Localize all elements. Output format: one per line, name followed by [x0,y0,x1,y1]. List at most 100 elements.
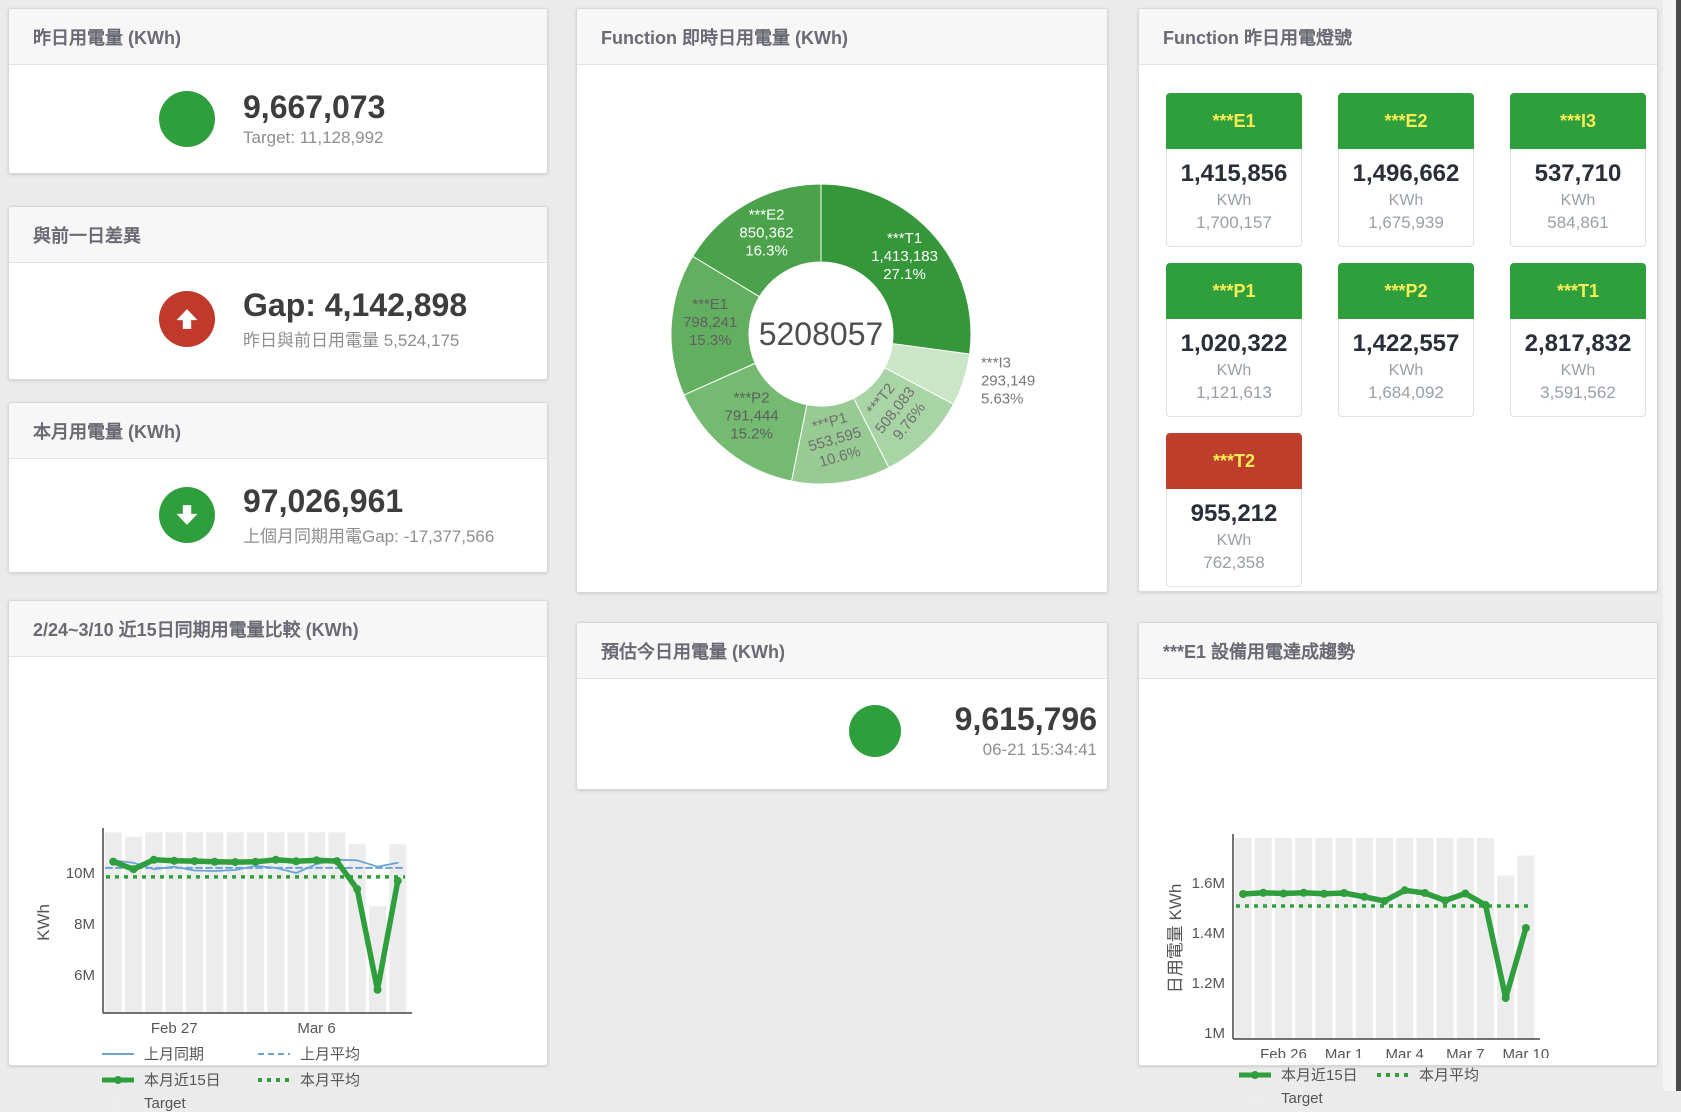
series-point [1239,890,1248,898]
panel-status-lights: Function 昨日用電燈號 ***E1 1,415,856 KWh 1,700,1… [1138,8,1658,592]
target-bar [1315,838,1333,1039]
panel-header-e1-trend[interactable]: ***E1 設備用電達成趨勢 [1139,623,1657,679]
panel-e1-trend: ***E1 設備用電達成趨勢 1M 1.2M 1.4M 1.6M Feb 26 Mar 1… [1138,622,1658,1107]
series-point [1481,901,1490,909]
panel-title: Function 即時日用電量 (KWh) [601,27,848,48]
panel-title: 昨日用電量 (KWh) [33,27,181,48]
target-bar [1436,838,1454,1039]
status-tile-T1: ***T1 2,817,832 KWh 3,591,562 [1510,263,1646,417]
legend-item-last-month-average[interactable]: 上月平均 [257,1043,403,1064]
panel-title: 與前一日差異 [33,225,141,246]
target-bar [1234,838,1252,1039]
series-point [1380,897,1389,905]
legend-label: 本月平均 [300,1072,361,1089]
panel-header-month-usage[interactable]: 本月用電量 (KWh) [9,403,547,459]
donut-slice-E2[interactable] [692,183,822,298]
scrollbar-thumb[interactable] [1676,0,1681,1091]
x-tick-label: Mar 7 [1446,1046,1484,1058]
x-tick-label: Mar 4 [1386,1046,1424,1058]
panel-header-yesterday-usage[interactable]: 昨日用電量 (KWh) [9,9,547,65]
legend-label: 上月同期 [144,1046,205,1063]
status-tile-T2: ***T2 955,212 KWh 762,358 [1166,433,1302,587]
target-bar [308,832,326,1013]
status-tile-E1: ***E1 1,415,856 KWh 1,700,157 [1166,93,1302,247]
x-tick-label: Feb 27 [151,1020,198,1037]
legend-item-this-month-15days[interactable]: 本月近15日 [101,1069,247,1090]
panel-title: 2/24~3/10 近15日同期用電量比較 (KWh) [33,619,359,640]
tile-status-header: ***I3 [1510,93,1646,149]
panel-yesterday-usage: 昨日用電量 (KWh) 9,667,073 Target: 11,128,992 [8,8,548,174]
legend-item-target[interactable]: Target [101,1095,247,1112]
panel-header-status-lights[interactable]: Function 昨日用電燈號 [1139,9,1657,65]
tile-label: ***E2 [1384,110,1428,131]
y-tick-label: 1M [1204,1025,1225,1042]
target-bar [1416,838,1434,1039]
tile-unit: KWh [1560,362,1596,379]
tile-label: ***P2 [1384,280,1428,301]
tile-unit: KWh [1216,532,1252,549]
tile-body: 955,212 KWh 762,358 [1166,489,1302,587]
panel-header-today-estimate[interactable]: 預估今日用電量 (KWh) [577,623,1107,679]
status-tile-grid: ***E1 1,415,856 KWh 1,700,157 ***E2 1,496,662… [1139,65,1657,587]
y-axis-label: KWh [34,904,53,941]
y-tick-label: 1.6M [1192,875,1225,892]
trend-chart[interactable]: 1M 1.2M 1.4M 1.6M Feb 26 Mar 1 Mar 4 Mar 7 Mar 1… [1149,822,1589,1058]
legend-item-target[interactable]: Target [1238,1090,1366,1107]
donut-slice-label: ***T1 1,413,183 27.1% [871,230,938,283]
tile-target-value: 1,675,939 [1368,213,1444,232]
legend-row: 上月同期 上月平均 [101,1043,403,1064]
legend-item-this-month-average[interactable]: 本月平均 [257,1069,403,1090]
panel-day-gap: 與前一日差異 Gap: 4,142,898 昨日與前日用電量 5,524,175 [8,206,548,380]
y-tick-label: 8M [74,916,95,933]
target-bar [125,836,143,1013]
donut-slice-P2[interactable] [683,362,808,482]
donut-slice-T1[interactable] [820,183,972,355]
series-point [1461,889,1470,898]
series-point [1420,889,1429,897]
tile-status-header: ***E2 [1338,93,1474,149]
legend-item-this-month-average[interactable]: 本月平均 [1376,1064,1504,1085]
tile-label: ***I3 [1559,110,1597,131]
arrow-down-icon [159,487,215,543]
y-tick-label: 6M [74,967,95,984]
tile-target-value: 762,358 [1203,553,1265,572]
compare-chart[interactable]: 6M 8M 10M Feb 27 Mar 6 KWh [19,816,449,1038]
tile-target-value: 584,861 [1547,213,1609,232]
tile-status-header: ***T2 [1166,433,1302,489]
status-tile-P2: ***P2 1,422,557 KWh 1,684,092 [1338,263,1474,417]
panel-header-day-gap[interactable]: 與前一日差異 [9,207,547,263]
series-point [1259,888,1268,897]
tile-body: 1,020,322 KWh 1,121,613 [1166,319,1302,417]
series-point [1400,886,1409,895]
target-bar [1456,838,1474,1039]
tile-label: ***T1 [1556,280,1600,301]
donut-slice-E1[interactable] [670,255,761,396]
panel-header-realtime-donut[interactable]: Function 即時日用電量 (KWh) [577,9,1107,65]
panel-15day-compare: 2/24~3/10 近15日同期用電量比較 (KWh) 6M 8M 10M Feb 2… [8,600,548,1112]
series-point [271,855,280,864]
panel-title: 預估今日用電量 (KWh) [601,641,785,662]
target-bar [1396,838,1414,1039]
tile-target-value: 1,684,092 [1368,383,1444,402]
donut-chart[interactable]: ***T1 1,413,183 27.1%***I3 293,149 5.63%***T… [577,64,1109,592]
legend-item-last-month-same-period[interactable]: 上月同期 [101,1043,247,1064]
tile-status-header: ***P1 [1166,263,1302,319]
scrollbar-track[interactable] [1663,0,1681,1091]
stat-value: 97,026,961 [243,483,404,519]
status-tile-E2: ***E2 1,496,662 KWh 1,675,939 [1338,93,1474,247]
series-point [1279,889,1288,898]
series-point [210,857,219,866]
tile-body: 537,710 KWh 584,861 [1510,149,1646,247]
panel-header-15day-compare[interactable]: 2/24~3/10 近15日同期用電量比較 (KWh) [9,601,547,657]
legend-item-this-month-15days[interactable]: 本月近15日 [1238,1064,1366,1085]
status-tile-P1: ***P1 1,020,322 KWh 1,121,613 [1166,263,1302,417]
tile-status-header: ***P2 [1338,263,1474,319]
status-circle [159,90,215,147]
series-point [1319,889,1328,898]
target-bar [1275,838,1292,1039]
y-tick-label: 10M [66,865,95,882]
series-point [149,855,158,864]
series-point [129,865,138,874]
tile-status-header: ***T1 [1510,263,1646,319]
x-tick-label: Mar 10 [1503,1046,1550,1058]
